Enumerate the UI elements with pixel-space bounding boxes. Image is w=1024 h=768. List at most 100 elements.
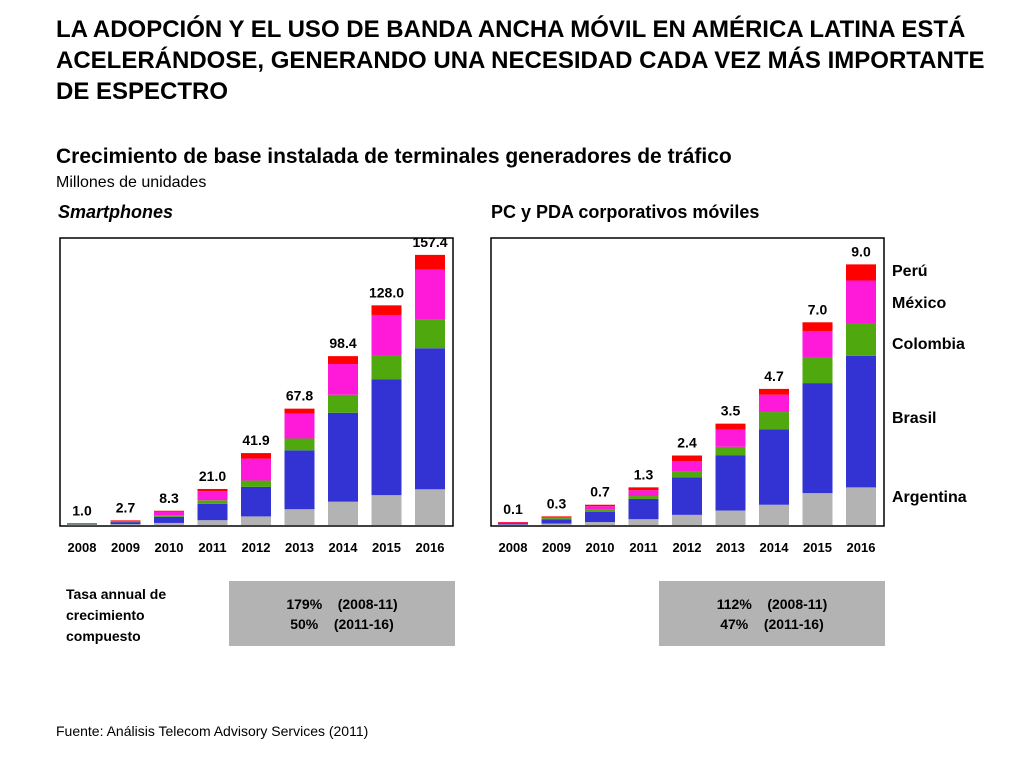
pc-pda-x-tick-2008: 2008 [499,540,528,555]
pc-pda-x-tick-2014: 2014 [760,540,790,555]
cagr-pc-pda-2008-11: 112% (2008-11) [716,595,828,612]
smartphones-total-label-2009: 2.7 [116,499,136,515]
pc-pda-x-tick-2015: 2015 [803,540,832,555]
legend-peru: Perú [892,263,928,280]
pc-pda-bar-colombia-2014 [759,412,789,430]
smartphones-bar-mxico-2009 [110,520,141,522]
smartphones-chart-title: Smartphones [58,202,174,222]
smartphones-total-label-2014: 98.4 [329,335,356,351]
pc-pda-bar-argentina-2008 [498,524,528,526]
smartphones-x-tick-2016: 2016 [416,540,445,555]
smartphones-x-tick-2011: 2011 [198,540,226,555]
pc-pda-bar-argentina-2014 [759,504,789,525]
pc-pda-bar-brasil-2016 [846,355,876,488]
slide-title: LA ADOPCIÓN Y EL USO DE BANDA ANCHA MÓVI… [56,16,985,105]
pc-pda-total-label-2015: 7.0 [808,301,828,317]
cagr-label: Tasa annual de crecimiento compuesto [66,586,167,644]
smartphones-bar-per-2008 [67,523,97,524]
cagr-smartphones-2011-16: 50% (2011-16) [290,615,394,632]
smartphones-bar-per-2011 [197,488,228,492]
smartphones-total-label-2016: 157.4 [412,234,447,250]
pc-pda-bar-colombia-2015 [802,357,833,384]
smartphones-bar-brasil-2012 [241,486,271,517]
pc-pda-bar-argentina-2012 [672,514,702,525]
pc-pda-total-label-2013: 3.5 [721,403,741,419]
pc-pda-bar-mxico-2009 [541,516,572,519]
cagr-pc-pda-2011-16: 47% (2011-16) [720,615,824,632]
smartphones-bar-per-2014 [328,356,358,365]
pc-pda-total-label-2008: 0.1 [503,501,523,517]
pc-pda-bar-per-2012 [672,455,702,462]
pc-pda-bar-brasil-2011 [628,498,659,520]
smartphones-bar-per-2013 [284,408,315,414]
smartphones-total-label-2011: 21.0 [199,468,226,484]
pc-pda-bar-colombia-2011 [628,496,659,499]
pc-pda-bar-mxico-2015 [802,330,833,358]
pc-pda-bar-colombia-2009 [541,518,572,520]
smartphones-total-label-2015: 128.0 [369,284,404,300]
pc-pda-bar-argentina-2010 [585,522,615,525]
smartphones-bar-per-2015 [371,305,402,315]
pc-pda-x-tick-2011: 2011 [629,540,657,555]
pc-pda-total-label-2016: 9.0 [851,243,871,259]
smartphones-bar-mxico-2010 [154,511,184,516]
pc-pda-total-label-2009: 0.3 [547,495,567,511]
smartphones-bar-colombia-2008 [67,523,97,525]
legend-argentina: Argentina [892,489,967,506]
units-label: Millones de unidades [56,174,207,191]
pc-pda-x-tick-2009: 2009 [542,540,571,555]
pc-pda-bar-argentina-2013 [715,510,746,525]
pc-pda-bar-per-2013 [715,423,746,430]
pc-pda-bar-per-2009 [541,516,572,517]
smartphones-bar-brasil-2013 [284,450,315,510]
pc-pda-bar-argentina-2016 [846,487,876,525]
pc-pda-bar-mxico-2016 [846,280,876,324]
smartphones-bar-colombia-2012 [241,480,271,487]
pc-pda-bar-brasil-2010 [585,511,615,523]
smartphones-bar-mxico-2012 [241,458,271,481]
smartphones-bar-argentina-2008 [67,524,97,526]
smartphones-total-label-2013: 67.8 [286,388,313,404]
pc-pda-x-tick-2013: 2013 [716,540,745,555]
smartphones-bar-per-2010 [154,510,184,512]
pc-pda-plot-frame [490,237,885,527]
pc-pda-x-tick-2016: 2016 [847,540,876,555]
pc-pda-bar-brasil-2008 [498,522,528,525]
pc-pda-bar-per-2010 [585,504,615,507]
pc-pda-total-label-2014: 4.7 [764,368,784,384]
smartphones-bar-argentina-2010 [154,522,184,525]
smartphones-bar-mxico-2015 [371,314,402,356]
smartphones-bar-per-2009 [110,520,141,521]
smartphones-bar-per-2016 [415,254,445,270]
pc-pda-x-tick-2010: 2010 [586,540,615,555]
smartphones-plot-frame [59,237,454,527]
cagr-box-pc-pda: 112% (2008-11) 47% (2011-16) [659,581,885,646]
pc-pda-bar-per-2016 [846,264,876,281]
pc-pda-x-tick-2012: 2012 [673,540,702,555]
chart-subtitle: Crecimiento de base instalada de termina… [56,145,732,168]
smartphones-bar-mxico-2016 [415,269,445,320]
legend-colombia: Colombia [892,336,965,353]
pc-pda-bar-per-2014 [759,388,789,395]
pc-pda-bar-brasil-2009 [541,519,572,524]
pc-pda-bar-argentina-2011 [628,519,659,525]
smartphones-x-tick-2009: 2009 [111,540,140,555]
smartphones-bar-colombia-2015 [371,355,402,380]
smartphones-bar-per-2012 [241,453,271,459]
pc-pda-bar-brasil-2012 [672,477,702,515]
pc-pda-total-label-2010: 0.7 [590,484,610,500]
smartphones-total-label-2010: 8.3 [159,490,179,506]
legend-mexico: México [892,295,947,312]
smartphones-total-label-2008: 1.0 [72,502,92,518]
smartphones-bar-colombia-2009 [110,521,141,523]
smartphones-total-label-2012: 41.9 [242,432,269,448]
pc-pda-bar-colombia-2016 [846,323,876,356]
cagr-box-smartphones: 179% (2008-11) 50% (2011-16) [229,581,455,646]
pc-pda-bar-colombia-2013 [715,446,746,456]
smartphones-bar-argentina-2015 [371,495,402,525]
smartphones-x-tick-2010: 2010 [155,540,184,555]
smartphones-bar-argentina-2013 [284,509,315,525]
pc-pda-bar-mxico-2012 [672,461,702,472]
smartphones-x-tick-2008: 2008 [68,540,97,555]
smartphones-x-tick-2012: 2012 [242,540,271,555]
